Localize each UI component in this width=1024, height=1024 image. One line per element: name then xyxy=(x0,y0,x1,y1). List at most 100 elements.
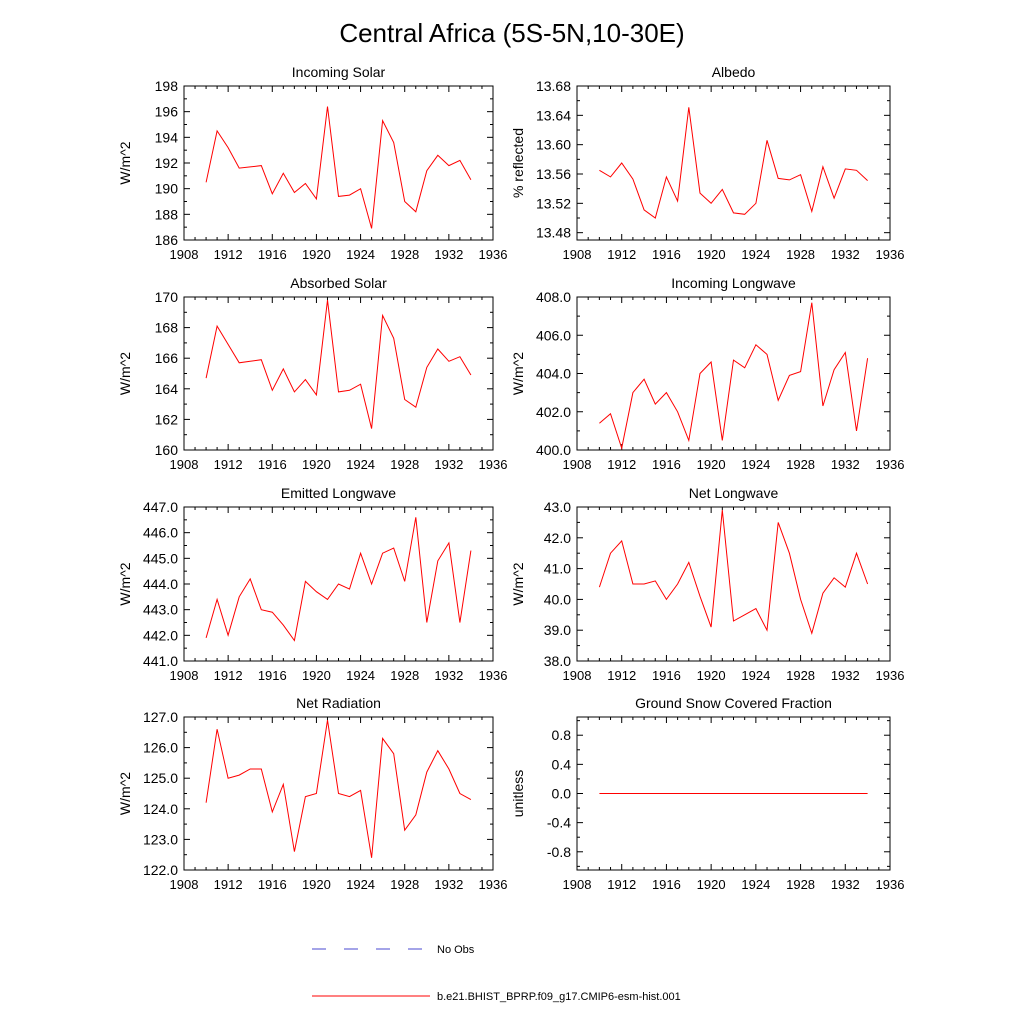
x-tick-label: 1936 xyxy=(479,877,508,892)
y-axis-label: W/m^2 xyxy=(117,772,133,815)
y-tick-label: 445.0 xyxy=(143,550,178,566)
y-tick-label: 446.0 xyxy=(143,525,178,541)
panel-title: Net Radiation xyxy=(296,695,381,711)
panel-title: Absorbed Solar xyxy=(290,275,387,291)
y-tick-label: 0.4 xyxy=(552,756,572,772)
y-tick-label: 160 xyxy=(155,442,179,458)
y-tick-label: 406.0 xyxy=(536,327,571,343)
x-tick-label: 1928 xyxy=(390,457,419,472)
series-line xyxy=(599,107,868,219)
panel-5: Emitted Longwave W/m^2 1908 1912 1916 1920 192… xyxy=(117,485,507,683)
plot-frame xyxy=(576,506,891,662)
y-tick-label: -0.8 xyxy=(547,844,571,860)
y-tick-label: 41.0 xyxy=(544,561,571,577)
x-tick-label: 1928 xyxy=(786,457,815,472)
panel-title: Incoming Longwave xyxy=(671,275,796,291)
y-tick-label: 162 xyxy=(155,411,179,427)
panel-1: Incoming Solar W/m^2 1908 1912 1916 1920 1924 1… xyxy=(117,64,507,262)
y-tick-label: 402.0 xyxy=(536,404,571,420)
y-tick-label: 13.64 xyxy=(536,107,571,123)
y-tick-label: 125.0 xyxy=(143,770,178,786)
x-tick-label: 1912 xyxy=(607,457,636,472)
series-line xyxy=(205,517,472,642)
y-tick-label: 40.0 xyxy=(544,591,571,607)
y-tick-label: 188 xyxy=(155,206,179,222)
x-tick-label: 1920 xyxy=(697,668,726,683)
y-axis-label: W/m^2 xyxy=(117,141,133,184)
legend-label-model: b.e21.BHIST_BPRP.f09_g17.CMIP6-esm-hist.… xyxy=(437,991,681,1003)
x-tick-label: 1932 xyxy=(434,247,463,262)
x-tick-label: 1932 xyxy=(831,247,860,262)
x-tick-label: 1916 xyxy=(258,457,287,472)
x-tick-label: 1932 xyxy=(831,457,860,472)
x-tick-label: 1916 xyxy=(652,457,681,472)
y-tick-label: 166 xyxy=(155,350,179,366)
x-tick-label: 1908 xyxy=(563,668,592,683)
x-tick-label: 1928 xyxy=(786,247,815,262)
y-tick-label: 122.0 xyxy=(143,862,178,878)
x-tick-label: 1924 xyxy=(346,457,375,472)
series-line xyxy=(205,720,472,858)
x-tick-label: 1912 xyxy=(607,668,636,683)
x-tick-label: 1908 xyxy=(170,247,199,262)
y-tick-label: 13.68 xyxy=(536,78,571,94)
x-tick-label: 1916 xyxy=(258,877,287,892)
x-tick-label: 1916 xyxy=(258,668,287,683)
series-line xyxy=(599,302,869,451)
x-tick-label: 1920 xyxy=(697,457,726,472)
y-tick-label: 190 xyxy=(155,181,179,197)
x-tick-label: 1936 xyxy=(479,247,508,262)
legend: No Obs b.e21.BHIST_BPRP.f09_g17.CMIP6-es… xyxy=(312,944,681,1003)
plot-frame xyxy=(576,296,891,451)
x-tick-label: 1912 xyxy=(607,247,636,262)
panel-title: Emitted Longwave xyxy=(281,485,396,501)
panel-3: Absorbed Solar W/m^2 1908 1912 1916 1920 1924 1… xyxy=(117,275,507,472)
figure-title: Central Africa (5S-5N,10-30E) xyxy=(339,18,684,48)
x-tick-label: 1936 xyxy=(479,457,508,472)
x-tick-label: 1928 xyxy=(786,877,815,892)
y-tick-label: 38.0 xyxy=(544,653,571,669)
y-tick-label: 442.0 xyxy=(143,627,178,643)
y-tick-label: 123.0 xyxy=(143,831,178,847)
x-tick-label: 1912 xyxy=(214,457,243,472)
y-axis-label: W/m^2 xyxy=(117,562,133,605)
series-line xyxy=(205,106,472,229)
y-tick-label: 168 xyxy=(155,320,179,336)
y-tick-label: 126.0 xyxy=(143,740,178,756)
x-tick-label: 1924 xyxy=(346,247,375,262)
x-tick-label: 1932 xyxy=(434,457,463,472)
y-tick-label: 13.56 xyxy=(536,166,571,182)
panel-title: Ground Snow Covered Fraction xyxy=(635,695,832,711)
x-tick-label: 1928 xyxy=(390,877,419,892)
panel-2: Albedo % reflected 1908 1912 1916 1920 1924 192… xyxy=(510,64,904,262)
y-tick-label: 13.52 xyxy=(536,195,571,211)
plot-frame xyxy=(183,296,494,451)
y-tick-label: 127.0 xyxy=(143,709,178,725)
x-tick-label: 1908 xyxy=(170,457,199,472)
x-tick-label: 1932 xyxy=(434,877,463,892)
y-tick-label: 0.0 xyxy=(552,786,572,802)
x-tick-label: 1920 xyxy=(302,668,331,683)
y-tick-label: 164 xyxy=(155,381,179,397)
x-tick-label: 1924 xyxy=(741,877,770,892)
x-tick-label: 1924 xyxy=(346,668,375,683)
x-tick-label: 1936 xyxy=(876,877,905,892)
x-tick-label: 1924 xyxy=(741,247,770,262)
y-tick-label: 43.0 xyxy=(544,499,571,515)
panel-8: Ground Snow Covered Fraction unitless 1908… xyxy=(510,695,904,892)
x-tick-label: 1928 xyxy=(390,668,419,683)
plot-frame xyxy=(576,85,891,241)
y-tick-label: 13.60 xyxy=(536,137,571,153)
y-axis-label: W/m^2 xyxy=(117,352,133,395)
y-tick-label: 13.48 xyxy=(536,225,571,241)
x-tick-label: 1932 xyxy=(831,877,860,892)
legend-label-no-obs: No Obs xyxy=(437,944,475,956)
x-tick-label: 1920 xyxy=(302,457,331,472)
x-tick-label: 1936 xyxy=(876,457,905,472)
y-tick-label: 404.0 xyxy=(536,366,571,382)
x-tick-label: 1932 xyxy=(831,668,860,683)
x-tick-label: 1920 xyxy=(302,877,331,892)
x-tick-label: 1916 xyxy=(652,877,681,892)
